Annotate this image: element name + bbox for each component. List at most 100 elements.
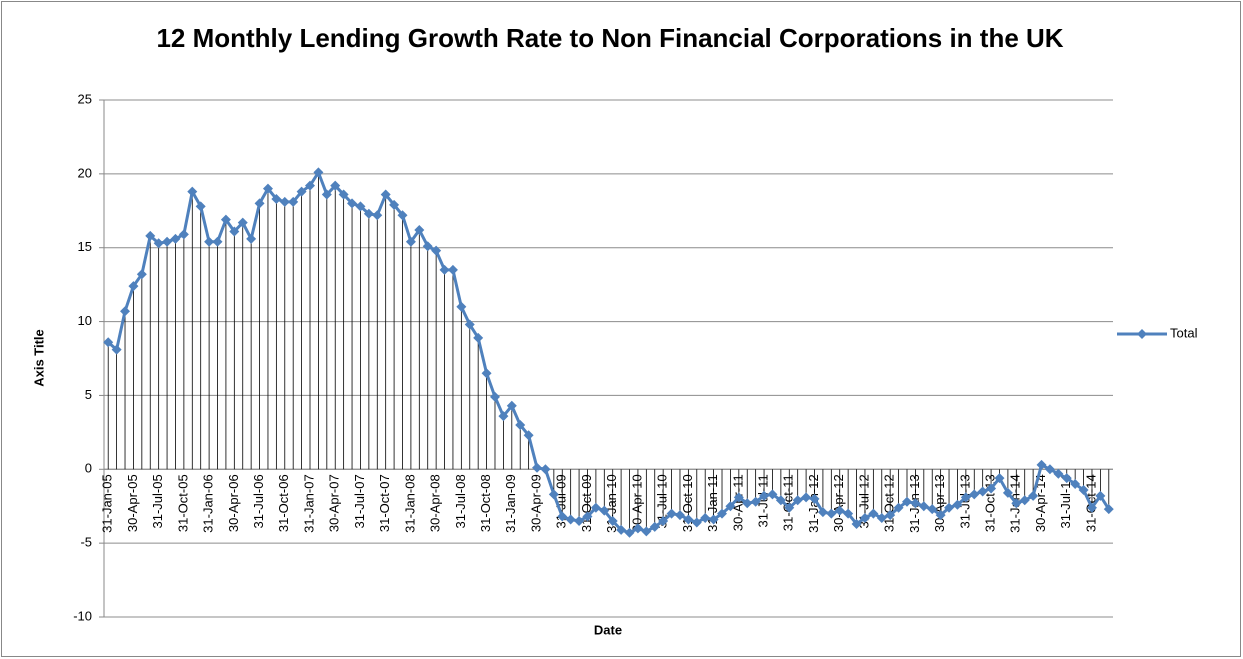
- marker: [834, 505, 845, 516]
- marker: [986, 483, 997, 494]
- marker: [187, 186, 198, 197]
- x-tick-label: 31-Jul-05: [150, 474, 165, 528]
- marker: [843, 508, 854, 519]
- marker: [574, 515, 585, 526]
- x-tick-label: 30-Apr-10: [629, 474, 644, 532]
- y-tick-label: 0: [85, 461, 92, 476]
- marker: [759, 490, 770, 501]
- marker: [893, 502, 904, 513]
- marker: [641, 526, 652, 537]
- x-tick-label: 30-Apr-05: [125, 474, 140, 532]
- x-tick-label: 30-Apr-07: [327, 474, 342, 532]
- marker: [296, 186, 307, 197]
- marker: [868, 508, 879, 519]
- y-tick-label: 10: [78, 313, 92, 328]
- marker: [489, 391, 500, 402]
- marker: [195, 201, 206, 212]
- x-tick-label: 30-Apr-12: [831, 474, 846, 532]
- marker: [851, 518, 862, 529]
- marker: [229, 226, 240, 237]
- marker: [1103, 504, 1114, 515]
- x-tick-label: 31-Jul-07: [352, 474, 367, 528]
- marker: [691, 517, 702, 528]
- marker: [456, 301, 467, 312]
- x-tick-label: 31-Jan-09: [503, 474, 518, 533]
- marker: [363, 208, 374, 219]
- marker: [658, 515, 669, 526]
- x-tick-label: 31-Oct-05: [175, 474, 190, 532]
- marker: [220, 214, 231, 225]
- marker: [473, 332, 484, 343]
- marker: [994, 473, 1005, 484]
- x-tick-label: 30-Apr-06: [226, 474, 241, 532]
- marker: [422, 241, 433, 252]
- marker: [767, 489, 778, 500]
- marker: [414, 224, 425, 235]
- marker: [405, 236, 416, 247]
- marker: [1095, 490, 1106, 501]
- marker: [271, 193, 282, 204]
- marker: [1078, 484, 1089, 495]
- marker: [498, 411, 509, 422]
- marker: [1019, 495, 1030, 506]
- marker: [565, 514, 576, 525]
- marker: [439, 264, 450, 275]
- x-tick-label: 31-Jul-14: [1058, 474, 1073, 528]
- marker: [397, 210, 408, 221]
- marker: [885, 510, 896, 521]
- marker: [901, 496, 912, 507]
- marker: [279, 196, 290, 207]
- marker: [288, 196, 299, 207]
- marker: [372, 210, 383, 221]
- x-tick-label: 31-Jan-10: [604, 474, 619, 533]
- marker: [750, 496, 761, 507]
- marker: [624, 527, 635, 538]
- marker: [674, 510, 685, 521]
- x-tick-label: 31-Jan-05: [100, 474, 115, 533]
- marker: [330, 180, 341, 191]
- marker: [775, 495, 786, 506]
- marker: [801, 492, 812, 503]
- y-axis-title: Axis Title: [31, 329, 46, 387]
- x-tick-label: 31-Oct-07: [377, 474, 392, 532]
- marker: [784, 502, 795, 513]
- x-tick-label: 31-Jul-11: [755, 474, 770, 527]
- marker: [170, 233, 181, 244]
- marker: [103, 337, 114, 348]
- marker: [683, 514, 694, 525]
- marker: [1002, 487, 1013, 498]
- y-tick-label: -10: [73, 608, 92, 623]
- marker: [237, 217, 248, 228]
- marker: [599, 505, 610, 516]
- marker: [927, 504, 938, 515]
- marker: [178, 229, 189, 240]
- marker: [321, 189, 332, 200]
- marker: [464, 319, 475, 330]
- marker: [153, 238, 164, 249]
- marker: [523, 430, 534, 441]
- marker: [120, 306, 131, 317]
- x-tick-label: 31-Jan-07: [301, 474, 316, 533]
- x-tick-label: 30-Apr-08: [428, 474, 443, 532]
- marker: [246, 233, 257, 244]
- marker: [616, 524, 627, 535]
- marker: [792, 495, 803, 506]
- x-tick-label: 31-Jan-06: [201, 474, 216, 533]
- marker: [557, 511, 568, 522]
- x-tick-label: 30-Apr-13: [932, 474, 947, 532]
- marker: [162, 236, 173, 247]
- marker: [347, 198, 358, 209]
- marker: [1028, 490, 1039, 501]
- marker: [952, 499, 963, 510]
- marker: [725, 501, 736, 512]
- marker: [254, 198, 265, 209]
- marker: [128, 281, 139, 292]
- marker: [506, 400, 517, 411]
- marker: [313, 167, 324, 178]
- x-tick-label: 31-Jul-08: [453, 474, 468, 528]
- y-tick-label: 25: [78, 91, 92, 106]
- marker: [1070, 479, 1081, 490]
- marker: [212, 236, 223, 247]
